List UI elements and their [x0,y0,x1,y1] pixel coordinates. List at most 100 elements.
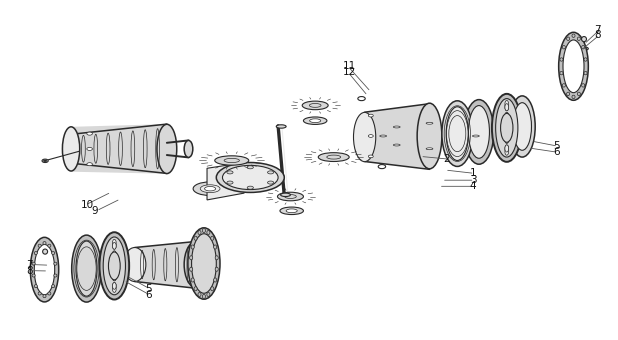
Ellipse shape [43,160,47,162]
Ellipse shape [505,136,509,143]
Ellipse shape [112,239,116,246]
Ellipse shape [215,267,218,271]
Ellipse shape [464,100,494,164]
Text: 8: 8 [26,266,33,276]
Ellipse shape [54,274,57,277]
Text: 1: 1 [470,168,476,179]
Ellipse shape [509,96,535,157]
Ellipse shape [572,34,575,37]
Ellipse shape [215,256,218,260]
Ellipse shape [281,193,290,197]
Ellipse shape [124,248,146,282]
Ellipse shape [277,192,303,201]
Ellipse shape [112,242,116,249]
Ellipse shape [310,119,321,123]
Ellipse shape [417,103,442,169]
Ellipse shape [492,94,522,162]
Ellipse shape [34,285,37,288]
Ellipse shape [30,237,59,302]
Ellipse shape [285,194,296,199]
Ellipse shape [222,166,278,190]
Text: 11: 11 [343,61,356,71]
Ellipse shape [560,71,563,75]
Ellipse shape [194,236,197,240]
Ellipse shape [112,251,116,258]
Ellipse shape [368,135,373,137]
Ellipse shape [38,292,41,295]
Ellipse shape [247,186,253,189]
Ellipse shape [378,165,386,169]
Ellipse shape [157,124,177,173]
Ellipse shape [459,126,466,128]
Ellipse shape [191,278,194,282]
Ellipse shape [559,32,588,100]
Ellipse shape [505,136,509,143]
Text: 2: 2 [444,154,451,164]
Ellipse shape [577,92,580,96]
Ellipse shape [577,37,580,40]
Ellipse shape [472,135,480,137]
Ellipse shape [41,259,49,262]
Ellipse shape [562,84,565,87]
Ellipse shape [353,112,376,162]
Ellipse shape [505,145,509,152]
Ellipse shape [368,114,373,117]
Ellipse shape [393,126,400,128]
Ellipse shape [109,252,120,280]
Ellipse shape [203,294,205,299]
Text: 3: 3 [470,175,476,185]
Ellipse shape [567,37,570,40]
Polygon shape [207,163,244,200]
Ellipse shape [72,235,101,302]
Ellipse shape [505,124,509,131]
Ellipse shape [112,283,116,289]
Ellipse shape [501,114,513,142]
Polygon shape [365,104,430,168]
Ellipse shape [310,103,321,107]
Ellipse shape [211,287,214,291]
Ellipse shape [43,294,46,298]
Ellipse shape [184,241,209,288]
Ellipse shape [87,148,93,150]
Ellipse shape [327,155,341,159]
Ellipse shape [227,181,233,184]
Text: 5: 5 [553,141,560,151]
Ellipse shape [207,292,210,296]
Text: 8: 8 [595,30,601,40]
Polygon shape [135,241,197,288]
Ellipse shape [584,71,587,75]
Ellipse shape [572,95,575,99]
Ellipse shape [505,124,509,131]
Ellipse shape [184,140,193,157]
Text: 5: 5 [145,284,152,294]
Ellipse shape [190,256,193,260]
Ellipse shape [505,104,509,111]
Ellipse shape [198,292,201,296]
Ellipse shape [192,234,216,293]
Ellipse shape [193,182,227,195]
Ellipse shape [62,127,80,171]
Ellipse shape [505,145,509,152]
Ellipse shape [582,37,586,42]
Ellipse shape [303,117,327,124]
Ellipse shape [52,285,55,288]
Ellipse shape [268,181,274,184]
Text: 7: 7 [595,25,601,35]
Ellipse shape [43,242,46,245]
Ellipse shape [191,245,194,249]
Ellipse shape [103,237,125,295]
Ellipse shape [560,58,563,61]
Ellipse shape [34,252,37,255]
Ellipse shape [379,135,387,137]
Ellipse shape [364,141,371,145]
Text: 6: 6 [553,147,560,157]
Ellipse shape [214,245,217,249]
Ellipse shape [112,242,116,249]
Polygon shape [71,124,167,174]
Ellipse shape [112,262,116,269]
Ellipse shape [215,156,248,165]
Ellipse shape [318,153,349,162]
Ellipse shape [48,244,51,247]
Ellipse shape [52,252,55,255]
Ellipse shape [426,122,433,124]
